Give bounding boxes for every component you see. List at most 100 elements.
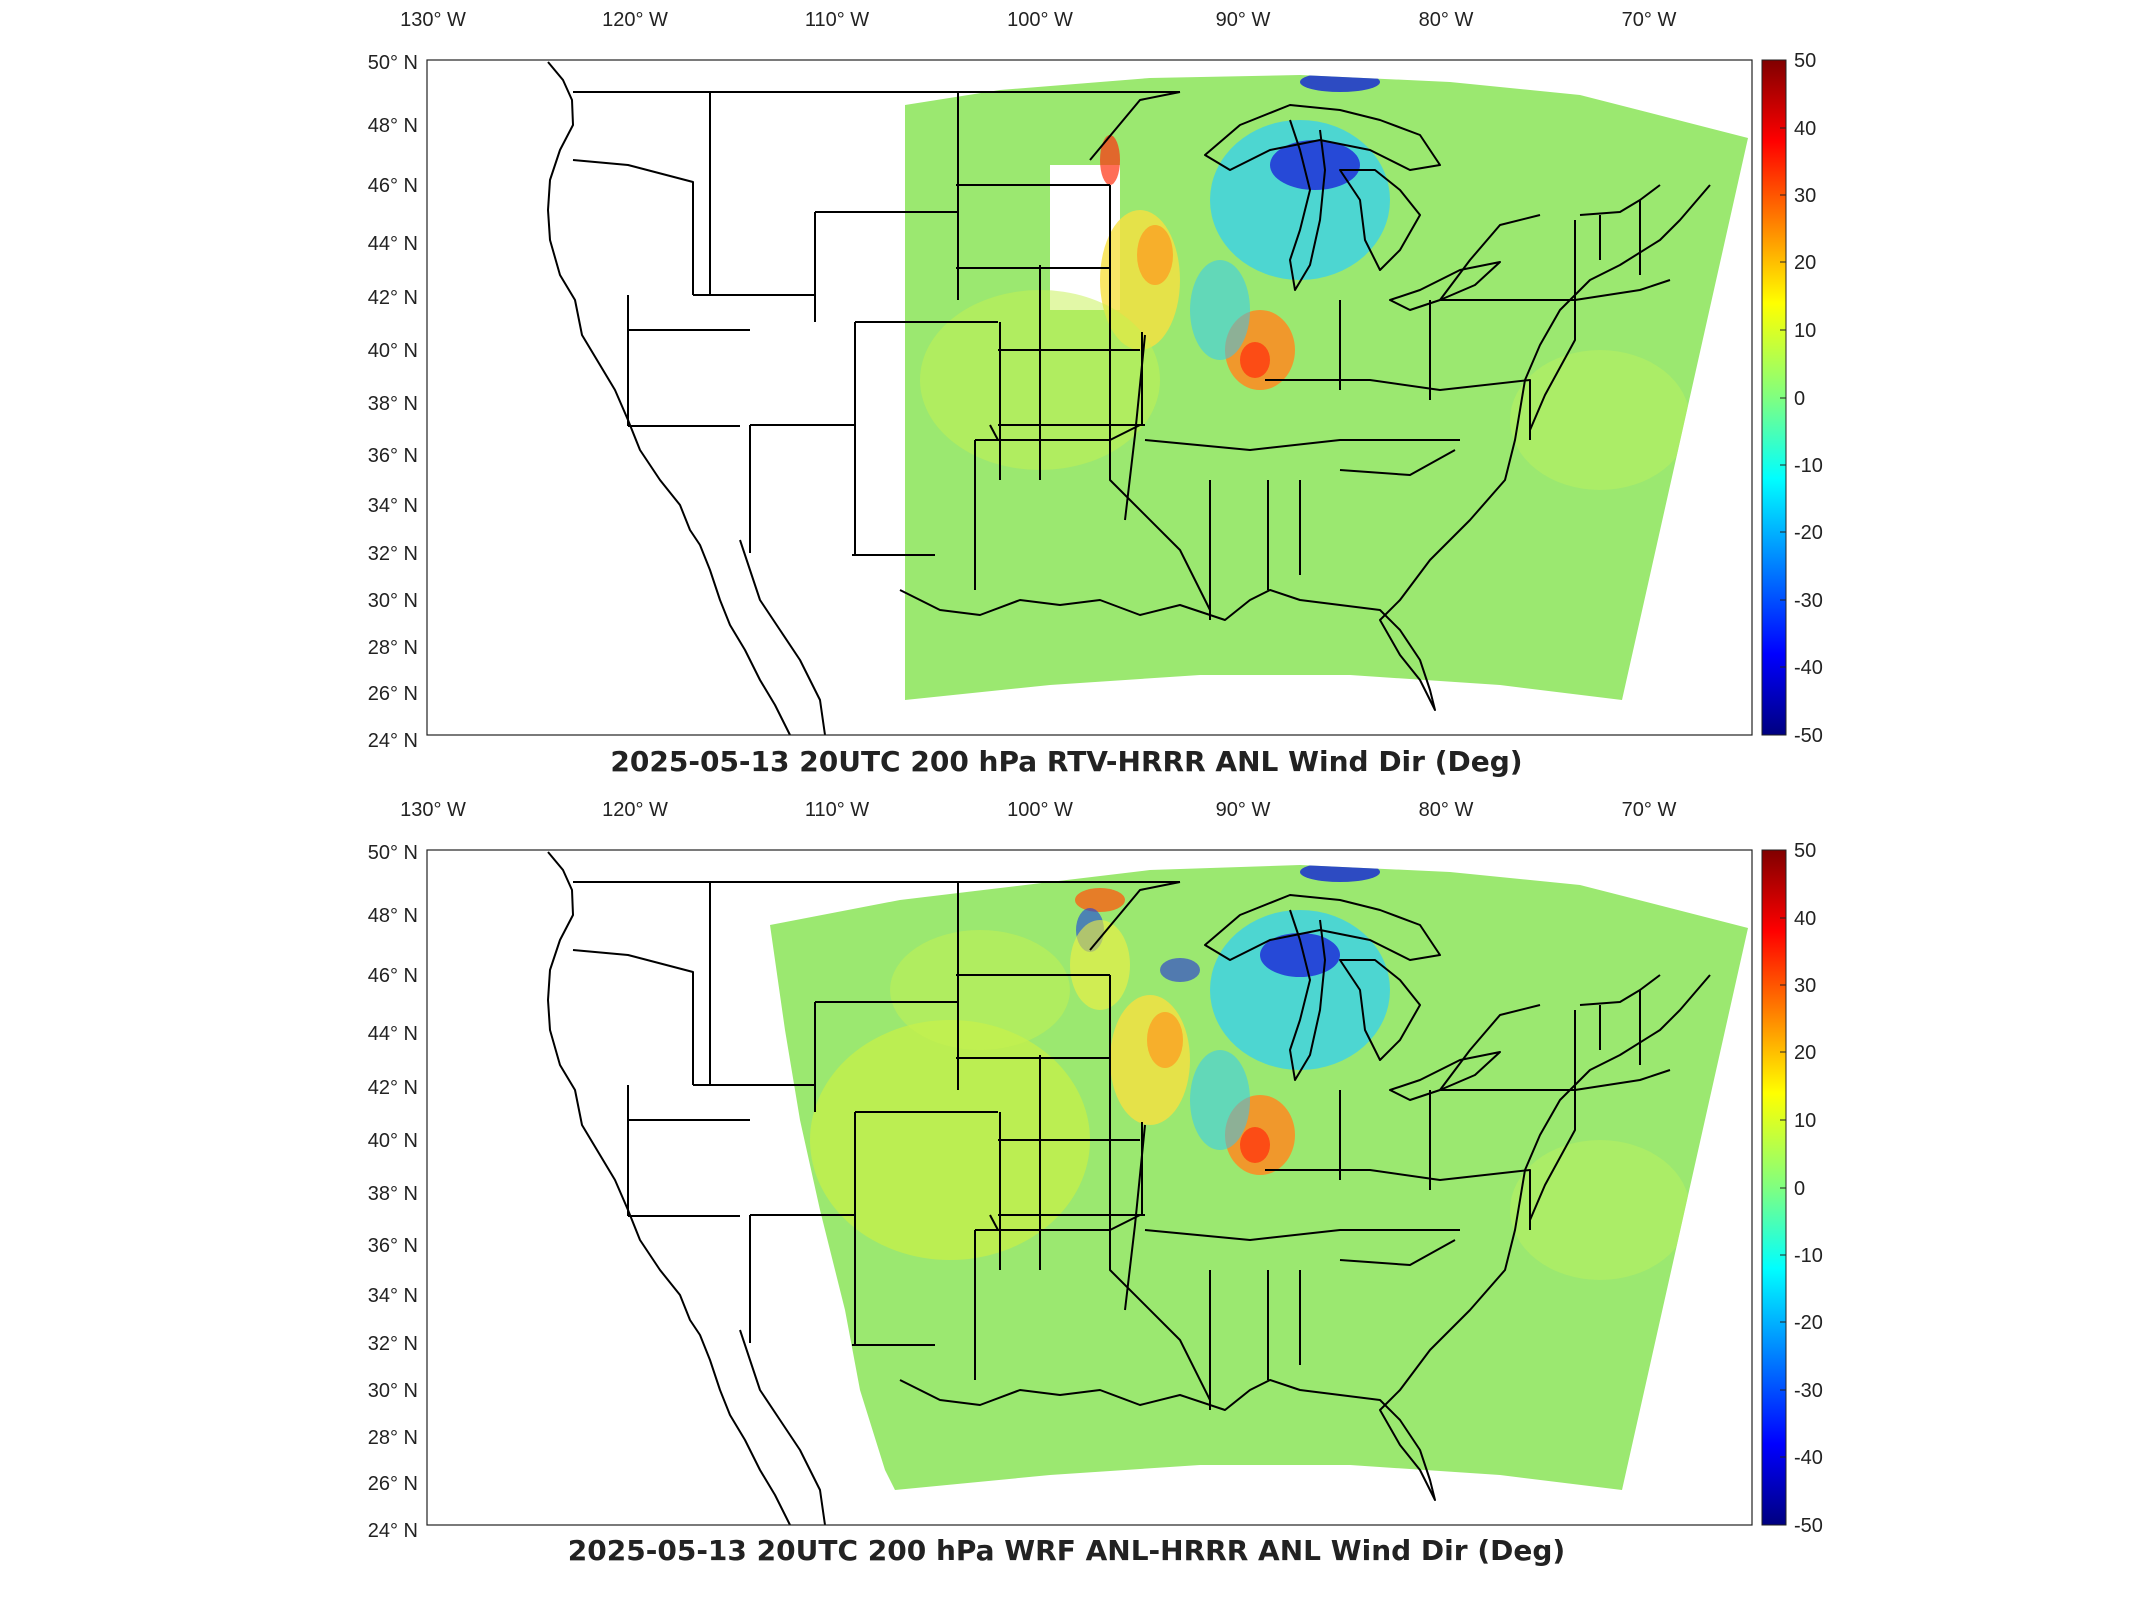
- wind-dir-diff-field: [905, 75, 1748, 700]
- colorbar-tick-label: -30: [1794, 590, 1823, 612]
- state-line: [1109, 975, 1211, 1401]
- colorbar-tick-label: 50: [1794, 840, 1816, 862]
- map-title-rtv: 2025-05-13 20UTC 200 hPa RTV-HRRR ANL Wi…: [610, 745, 1523, 778]
- state-line: [1144, 1229, 1460, 1241]
- anomaly-blob: [1110, 995, 1190, 1125]
- state-boundaries: [547, 851, 1711, 1526]
- colorbar-tick-label: -10: [1794, 1245, 1823, 1267]
- lat-tick-label: 28° N: [368, 637, 418, 659]
- colorbar-tick-label: -10: [1794, 455, 1823, 477]
- map-figure-wrf: 130° W 120° W 110° W 100° W 90° W 80° W 70° W 5…: [368, 799, 1823, 1542]
- anomaly-blob: [1190, 260, 1250, 360]
- state-line: [1124, 334, 1146, 521]
- lon-tick-label: 80° W: [1419, 9, 1474, 31]
- anomaly-blob: [1210, 910, 1390, 1070]
- lat-tick-label: 30° N: [368, 1380, 418, 1402]
- anomaly-blob: [1147, 1012, 1183, 1068]
- state-line: [1439, 214, 1575, 301]
- colorbar-tick-label: 30: [1794, 185, 1816, 207]
- state-line: [1339, 449, 1456, 476]
- colorbar-tick-label: -50: [1794, 1515, 1823, 1537]
- lat-tick-label: 42° N: [368, 1077, 418, 1099]
- colorbar-tick-label: -40: [1794, 1447, 1823, 1469]
- gulf-atlantic-coastline: [899, 184, 1711, 711]
- longitude-labels: 130° W 120° W 110° W 100° W 90° W 80° W 70° W: [400, 9, 1676, 31]
- lat-tick-label: 46° N: [368, 175, 418, 197]
- lat-tick-label: 40° N: [368, 340, 418, 362]
- colorbar-tick-label: 10: [1794, 1110, 1816, 1132]
- lon-tick-label: 100° W: [1007, 9, 1073, 31]
- state-line: [989, 1214, 1141, 1231]
- anomaly-blob: [1300, 865, 1380, 882]
- anomaly-blob: [1260, 933, 1340, 977]
- lat-tick-label: 48° N: [368, 115, 418, 137]
- colorbar: 50 40 30 20 10 0 -10 -20 -30 -40 -50: [1761, 840, 1823, 1537]
- colorbar-tick-label: -30: [1794, 1380, 1823, 1402]
- lon-tick-label: 70° W: [1622, 9, 1677, 31]
- lon-tick-label: 80° W: [1419, 799, 1474, 821]
- lat-tick-label: 24° N: [368, 1520, 418, 1542]
- colorbar-tick-label: -50: [1794, 725, 1823, 747]
- colorbar-tick-label: 0: [1794, 388, 1805, 410]
- lake-superior: [1204, 894, 1441, 961]
- state-line: [1089, 881, 1181, 951]
- anomaly-blob: [1190, 1050, 1250, 1150]
- state-line: [1265, 1169, 1531, 1230]
- state-line: [1529, 220, 1576, 431]
- anomaly-blob: [1300, 75, 1380, 92]
- lat-tick-label: 34° N: [368, 1285, 418, 1307]
- lake-erie: [1389, 1051, 1501, 1101]
- lat-tick-label: 34° N: [368, 495, 418, 517]
- state-line: [1265, 379, 1531, 440]
- state-line: [1109, 185, 1211, 611]
- anomaly-blob: [1510, 350, 1690, 490]
- anomaly-blob: [1160, 958, 1200, 982]
- lake-michigan: [1289, 119, 1326, 291]
- colorbar-tick-label: 40: [1794, 118, 1816, 140]
- latitude-labels: 50° N 48° N 46° N 44° N 42° N 40° N 38° N 36° N…: [368, 52, 418, 752]
- west-coastline: [547, 851, 791, 1526]
- lat-tick-label: 36° N: [368, 445, 418, 467]
- anomaly-blob: [1100, 135, 1120, 185]
- colorbar-tick-label: 30: [1794, 975, 1816, 997]
- state-line: [1574, 279, 1671, 301]
- lake-huron: [1339, 169, 1421, 271]
- anomaly-blob: [1075, 888, 1125, 912]
- map-frame: [426, 59, 1753, 736]
- colorbar-tick-label: 40: [1794, 908, 1816, 930]
- colorbar-tick-label: -20: [1794, 522, 1823, 544]
- lat-tick-label: 26° N: [368, 1473, 418, 1495]
- lat-tick-label: 26° N: [368, 683, 418, 705]
- state-line: [1124, 1124, 1146, 1311]
- anomaly-blob: [1270, 140, 1360, 190]
- wind-dir-diff-field: [770, 865, 1748, 1490]
- lake-erie: [1389, 261, 1501, 311]
- lon-tick-label: 70° W: [1622, 799, 1677, 821]
- lat-tick-label: 48° N: [368, 905, 418, 927]
- colorbar: 50 40 30 20 10 0 -10 -20 -30 -40 -50: [1761, 50, 1823, 747]
- west-coastline: [547, 61, 791, 736]
- lat-tick-label: 24° N: [368, 730, 418, 752]
- map-panel-rtv: 130° W 120° W 110° W 100° W 90° W 80° W 70° W 5…: [0, 0, 2133, 790]
- lon-tick-label: 110° W: [805, 9, 869, 31]
- lat-tick-label: 36° N: [368, 1235, 418, 1257]
- map-panel-wrf: 130° W 120° W 110° W 100° W 90° W 80° W 70° W 5…: [0, 790, 2133, 1600]
- lat-tick-label: 30° N: [368, 590, 418, 612]
- colorbar-tick-label: 20: [1794, 252, 1816, 274]
- lon-tick-label: 120° W: [602, 9, 668, 31]
- state-line: [1529, 1010, 1576, 1221]
- lat-tick-label: 32° N: [368, 543, 418, 565]
- anomaly-blobs: [810, 865, 1690, 1280]
- lat-tick-label: 50° N: [368, 842, 418, 864]
- lake-superior: [1204, 104, 1441, 171]
- colorbar-tick-label: 10: [1794, 320, 1816, 342]
- lake-huron: [1339, 959, 1421, 1061]
- state-line: [989, 424, 1141, 441]
- map-title-wrf: 2025-05-13 20UTC 200 hPa WRF ANL-HRRR AN…: [567, 1534, 1566, 1567]
- state-line: [1574, 1069, 1671, 1091]
- anomaly-blob: [1240, 342, 1270, 378]
- state-line: [1144, 439, 1460, 451]
- state-line: [572, 159, 694, 295]
- state-line: [1439, 1004, 1575, 1091]
- lon-tick-label: 120° W: [602, 799, 668, 821]
